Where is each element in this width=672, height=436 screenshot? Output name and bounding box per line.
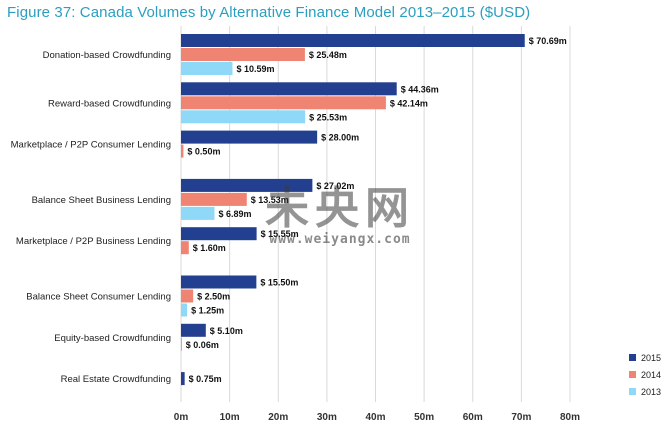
data-label: $ 0.75m xyxy=(189,374,222,384)
data-label: $ 27.02m xyxy=(316,181,354,191)
bar-2015 xyxy=(181,275,257,289)
data-label: $ 15.50m xyxy=(260,278,298,288)
x-tick-label: 60m xyxy=(463,412,483,423)
x-tick-label: 80m xyxy=(560,412,580,423)
category-label: Real Estate Crowdfunding xyxy=(61,374,171,385)
bar-2014 xyxy=(181,48,305,61)
bar-2014 xyxy=(181,96,386,110)
data-label: $ 0.06m xyxy=(186,340,219,350)
x-tick-label: 10m xyxy=(220,412,240,423)
data-label: $ 15.55m xyxy=(261,229,299,239)
category-label: Balance Sheet Business Lending xyxy=(32,195,171,206)
bar-2013 xyxy=(181,303,188,317)
legend-label: 2013 xyxy=(641,387,661,397)
bar-2015 xyxy=(181,130,318,144)
data-label: $ 13.53m xyxy=(251,195,289,205)
data-label: $ 10.59m xyxy=(236,64,274,74)
legend-swatch-2015 xyxy=(629,354,636,361)
bar-2014 xyxy=(181,192,247,206)
legend-swatch-2014 xyxy=(629,371,636,378)
bar-2013 xyxy=(181,110,306,124)
data-label: $ 70.69m xyxy=(529,36,567,46)
data-label: $ 6.89m xyxy=(219,209,252,219)
data-label: $ 42.14m xyxy=(390,98,428,108)
data-label: $ 25.53m xyxy=(309,112,347,122)
bar-2013 xyxy=(181,62,233,75)
bar-2014 xyxy=(181,337,182,351)
bar-2015 xyxy=(181,82,397,96)
category-label: Equity-based Crowdfunding xyxy=(54,333,171,344)
figure-title: Figure 37: Canada Volumes by Alternative… xyxy=(7,4,531,21)
category-label: Marketplace / P2P Business Lending xyxy=(16,236,171,247)
legend-label: 2015 xyxy=(641,353,661,363)
bar-2015 xyxy=(181,372,185,386)
legend-swatch-2013 xyxy=(629,388,636,395)
bar-2014 xyxy=(181,144,184,158)
category-label: Balance Sheet Consumer Lending xyxy=(26,292,171,303)
data-label: $ 0.50m xyxy=(187,147,220,157)
category-label: Reward-based Crowdfunding xyxy=(48,98,171,109)
category-label: Marketplace / P2P Consumer Lending xyxy=(11,140,171,151)
data-label: $ 1.60m xyxy=(193,243,226,253)
x-tick-label: 40m xyxy=(365,412,385,423)
bar-2015 xyxy=(181,34,525,47)
bar-2015 xyxy=(181,227,257,241)
x-tick-label: 50m xyxy=(414,412,434,423)
bar-2014 xyxy=(181,241,189,255)
data-label: $ 5.10m xyxy=(210,326,243,336)
x-tick-label: 20m xyxy=(268,412,288,423)
category-label: Donation-based Crowdfunding xyxy=(43,50,171,61)
data-label: $ 44.36m xyxy=(401,84,439,94)
data-label: $ 28.00m xyxy=(321,133,359,143)
bar-2015 xyxy=(181,178,313,192)
x-tick-label: 0m xyxy=(174,412,189,423)
bar-2015 xyxy=(181,323,206,337)
x-tick-label: 30m xyxy=(317,412,337,423)
data-label: $ 25.48m xyxy=(309,50,347,60)
bar-2014 xyxy=(181,289,194,303)
data-label: $ 1.25m xyxy=(191,306,224,316)
x-tick-label: 70m xyxy=(511,412,531,423)
legend-label: 2014 xyxy=(641,370,661,380)
bar-2013 xyxy=(181,206,215,220)
data-label: $ 2.50m xyxy=(197,292,230,302)
